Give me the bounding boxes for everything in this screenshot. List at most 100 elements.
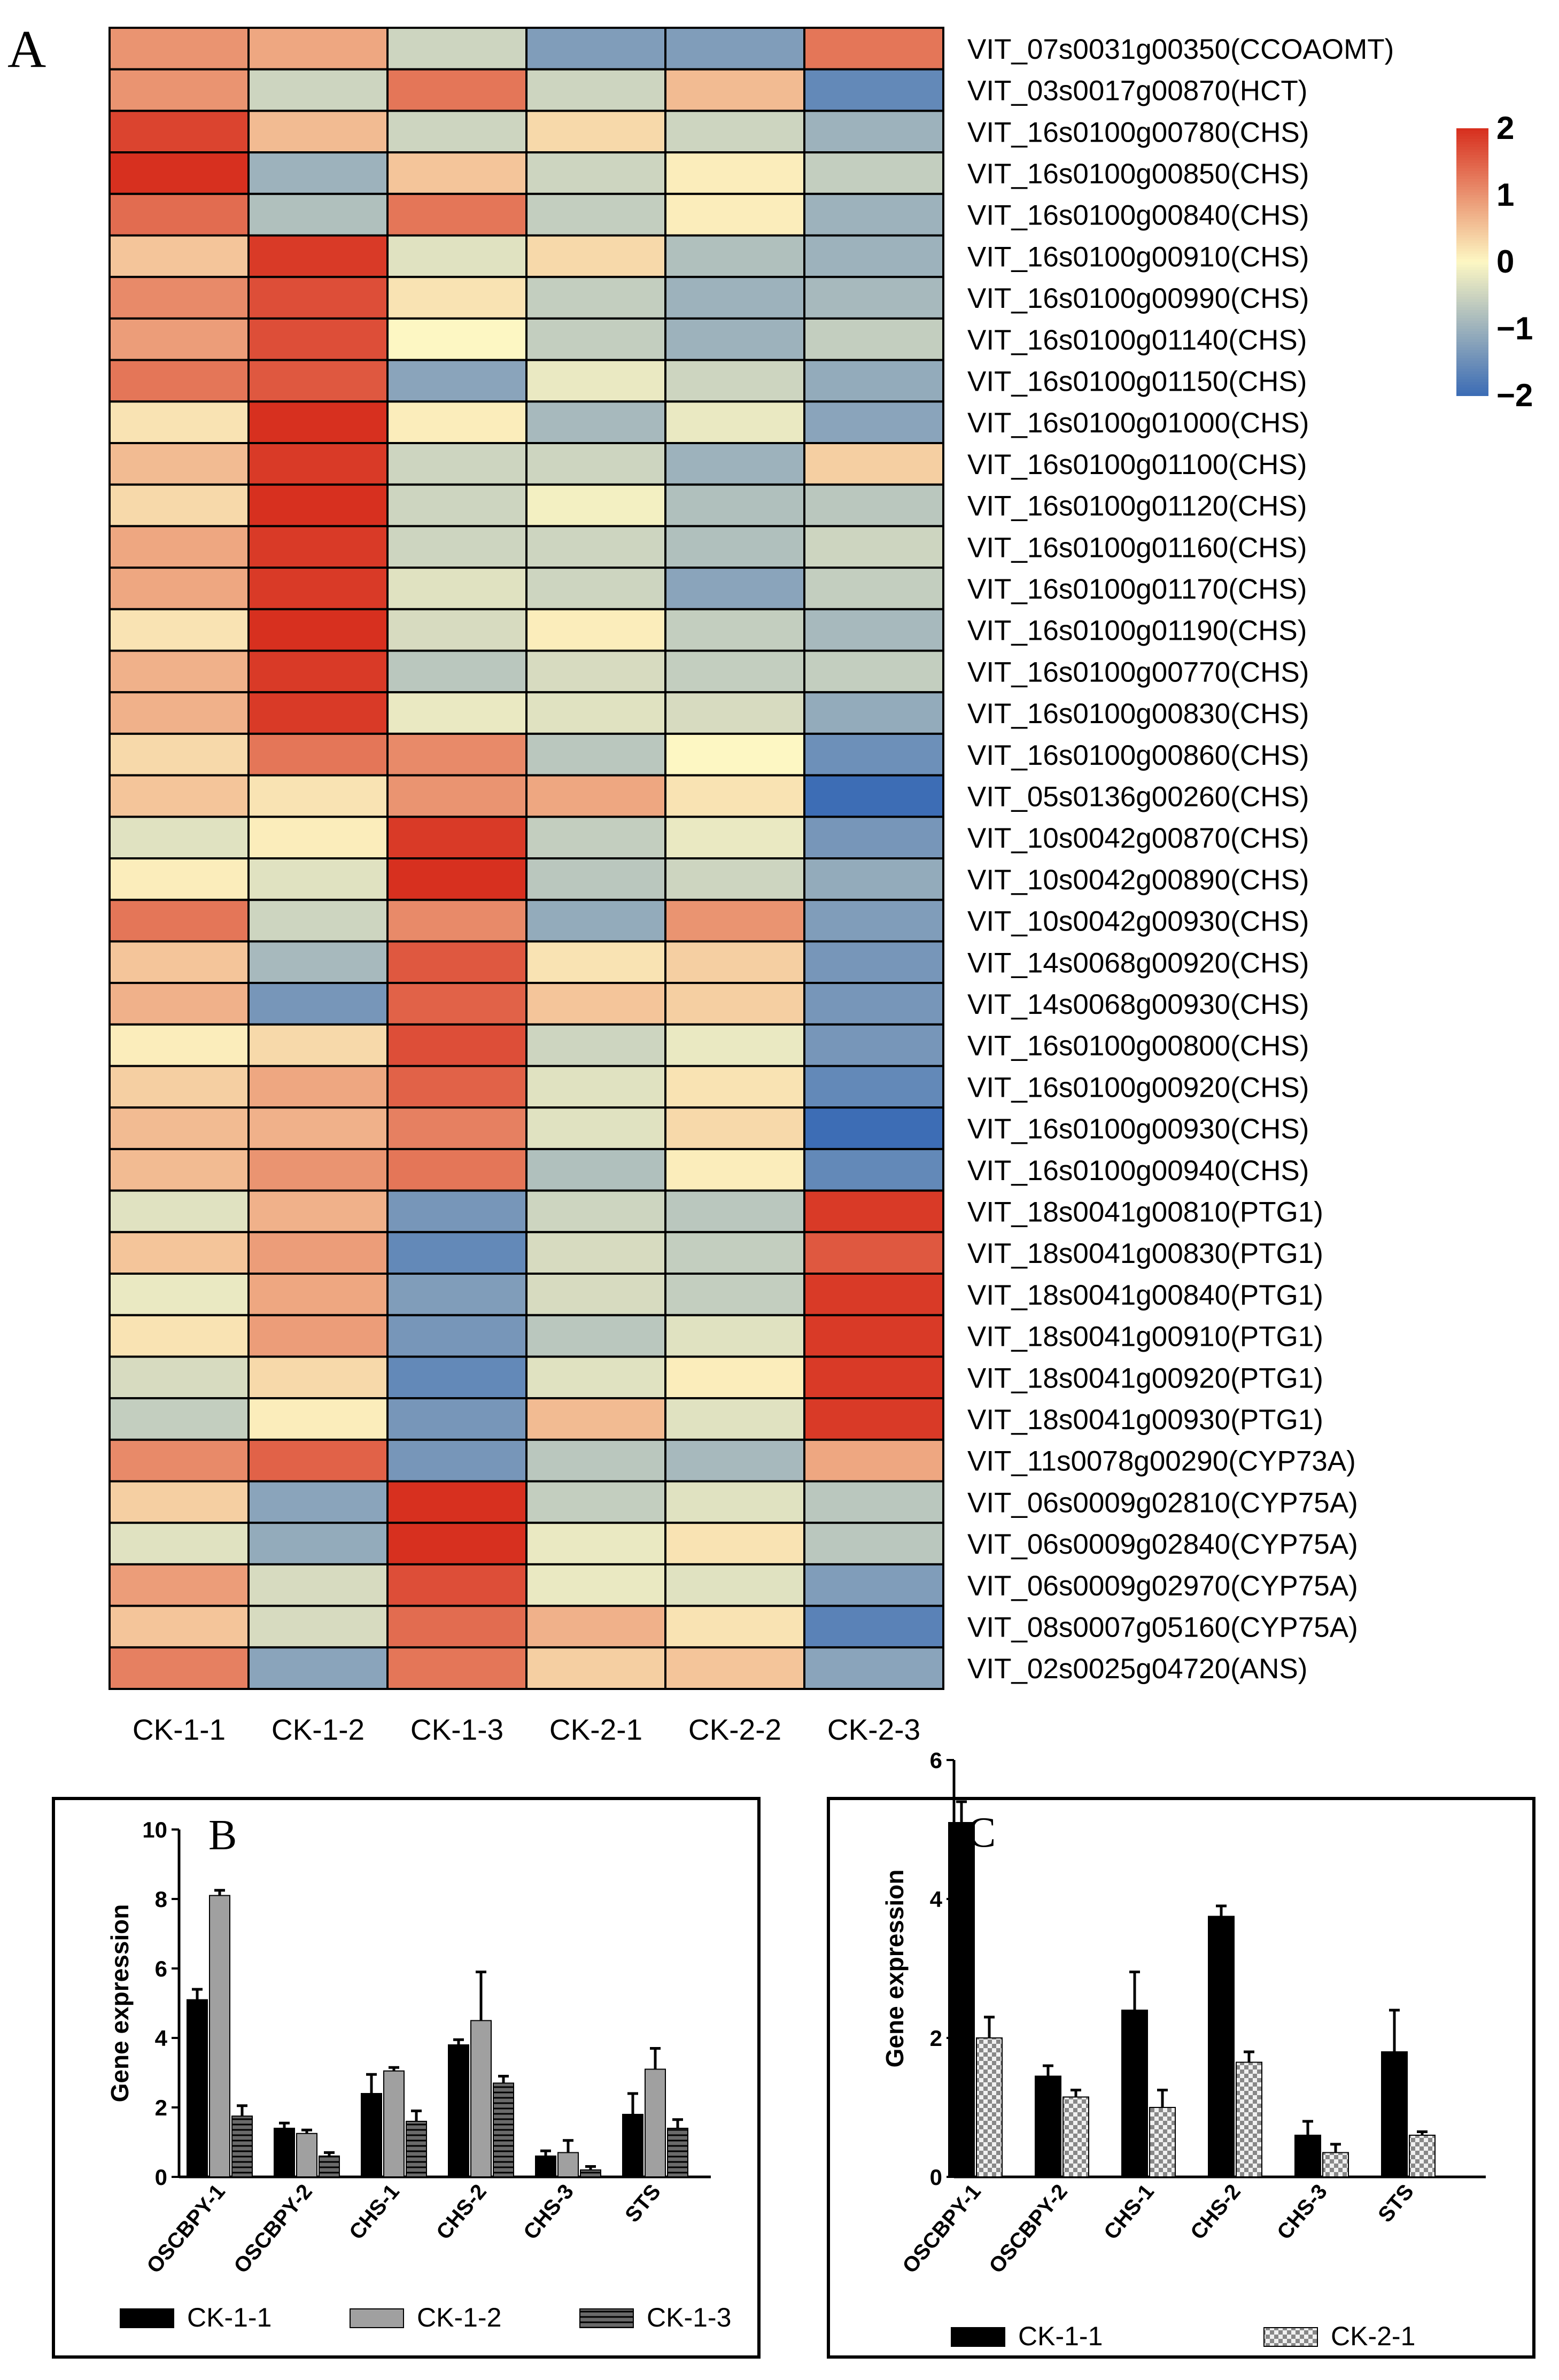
- heatmap-column-label: CK-2-1: [549, 1713, 642, 1746]
- heatmap-cell: [108, 1065, 250, 1109]
- colorbar-segment: [1456, 369, 1488, 372]
- heatmap-cell: [664, 982, 805, 1026]
- heatmap-cell: [108, 732, 250, 777]
- heatmap-cell: [108, 1189, 250, 1234]
- heatmap-cell: [386, 317, 528, 361]
- heatmap-cell: [664, 649, 805, 694]
- colorbar-segment: [1456, 208, 1488, 212]
- bar: [1322, 2152, 1349, 2177]
- y-tick-label: 0: [930, 2165, 942, 2190]
- heatmap-row-label: VIT_16s0100g01000(CHS): [967, 407, 1309, 439]
- colorbar-segment: [1456, 329, 1488, 332]
- heatmap-cell: [525, 1065, 666, 1109]
- colorbar-segment: [1456, 184, 1488, 188]
- colorbar-tick-label: −1: [1496, 311, 1533, 346]
- colorbar-segment: [1456, 227, 1488, 230]
- heatmap-cell: [664, 608, 805, 652]
- heatmap-cell: [386, 774, 528, 818]
- heatmap-cell: [108, 608, 250, 652]
- heatmap-cell: [525, 317, 666, 361]
- heatmap-cell: [108, 857, 250, 901]
- heatmap-cell: [247, 1438, 389, 1483]
- heatmap-column-label: CK-1-3: [410, 1713, 503, 1746]
- heatmap-cell: [525, 816, 666, 860]
- colorbar-segment: [1456, 358, 1488, 361]
- heatmap-cell: [664, 1106, 805, 1150]
- heatmap-cell: [664, 691, 805, 735]
- heatmap-cell: [525, 1273, 666, 1316]
- heatmap-cell: [803, 1148, 944, 1192]
- heatmap-cell: [386, 276, 528, 320]
- heatmap-cell: [247, 1023, 389, 1067]
- heatmap-cell: [664, 1604, 805, 1649]
- colorbar-tick-label: −2: [1496, 377, 1533, 413]
- colorbar-segment: [1456, 355, 1488, 359]
- y-tick-label: 8: [155, 1887, 167, 1912]
- heatmap-cells: [108, 27, 944, 1691]
- colorbar-tick-label: 1: [1496, 177, 1514, 213]
- bar: [535, 2156, 556, 2177]
- colorbar-segment: [1456, 219, 1488, 222]
- bar: [667, 2128, 688, 2177]
- colorbar-segment: [1456, 310, 1488, 313]
- heatmap-cell: [803, 1273, 944, 1316]
- heatmap-cell: [108, 1023, 250, 1067]
- colorbar-segment: [1456, 281, 1488, 284]
- heatmap-cell: [108, 816, 250, 860]
- bar: [1409, 2135, 1436, 2177]
- colorbar-segment: [1456, 158, 1488, 161]
- heatmap-cell: [803, 192, 944, 237]
- colorbar-segment: [1456, 371, 1488, 375]
- heatmap-row-label: VIT_16s0100g00930(CHS): [967, 1113, 1309, 1145]
- colorbar-segment: [1456, 321, 1488, 324]
- heatmap-cell: [525, 400, 666, 444]
- heatmap-cell: [108, 276, 250, 320]
- colorbar-segment: [1456, 139, 1488, 142]
- colorbar-segment: [1456, 289, 1488, 292]
- heatmap-cell: [525, 1646, 666, 1691]
- heatmap-cell: [525, 1023, 666, 1067]
- heatmap-row-label: VIT_16s0100g00770(CHS): [967, 656, 1309, 688]
- heatmap-row-label: VIT_18s0041g00810(PTG1): [967, 1196, 1323, 1228]
- x-tick-label: STS: [621, 2180, 665, 2227]
- heatmap-cell: [803, 151, 944, 195]
- heatmap-cell: [803, 816, 944, 860]
- heatmap-column-labels: CK-1-1 CK-1-2 CK-1-3 CK-2-1 CK-2-2 CK-2-3: [133, 1713, 920, 1746]
- heatmap-cell: [247, 1314, 389, 1358]
- x-tick-label: CHS-1: [1099, 2180, 1159, 2244]
- heatmap-cell: [525, 1522, 666, 1565]
- bar: [1062, 2096, 1089, 2177]
- heatmap-cell: [664, 732, 805, 777]
- heatmap-cell: [386, 151, 528, 195]
- heatmap-column-label: CK-2-3: [827, 1713, 920, 1746]
- panel-letter-b: B: [208, 1812, 237, 1859]
- heatmap-cell: [386, 1604, 528, 1649]
- colorbar-segment: [1456, 134, 1488, 137]
- colorbar-segment: [1456, 361, 1488, 364]
- heatmap-row-label: VIT_08s0007g05160(CYP75A): [967, 1611, 1358, 1643]
- heatmap-cell: [525, 1563, 666, 1607]
- heatmap-cell: [525, 1231, 666, 1275]
- colorbar-segment: [1456, 166, 1488, 169]
- colorbar-segment: [1456, 313, 1488, 316]
- heatmap-cell: [247, 317, 389, 361]
- heatmap-cell: [525, 1355, 666, 1400]
- heatmap-cell: [664, 234, 805, 278]
- heatmap-cell: [525, 1189, 666, 1234]
- heatmap-row-label: VIT_16s0100g00780(CHS): [967, 117, 1309, 148]
- heatmap-cell: [247, 1189, 389, 1234]
- heatmap-cell: [108, 525, 250, 569]
- heatmap-cell: [803, 1604, 944, 1649]
- y-axis-label: Gene expression: [106, 1904, 134, 2103]
- heatmap-cell: [664, 151, 805, 195]
- heatmap-row-label: VIT_14s0068g00920(CHS): [967, 947, 1309, 979]
- heatmap-cell: [386, 234, 528, 278]
- heatmap-cell: [525, 732, 666, 777]
- heatmap-cell: [664, 1563, 805, 1607]
- colorbar-segment: [1456, 246, 1488, 249]
- heatmap-row-label: VIT_18s0041g00840(PTG1): [967, 1280, 1323, 1311]
- heatmap-cell: [108, 317, 250, 361]
- heatmap-cell: [247, 151, 389, 195]
